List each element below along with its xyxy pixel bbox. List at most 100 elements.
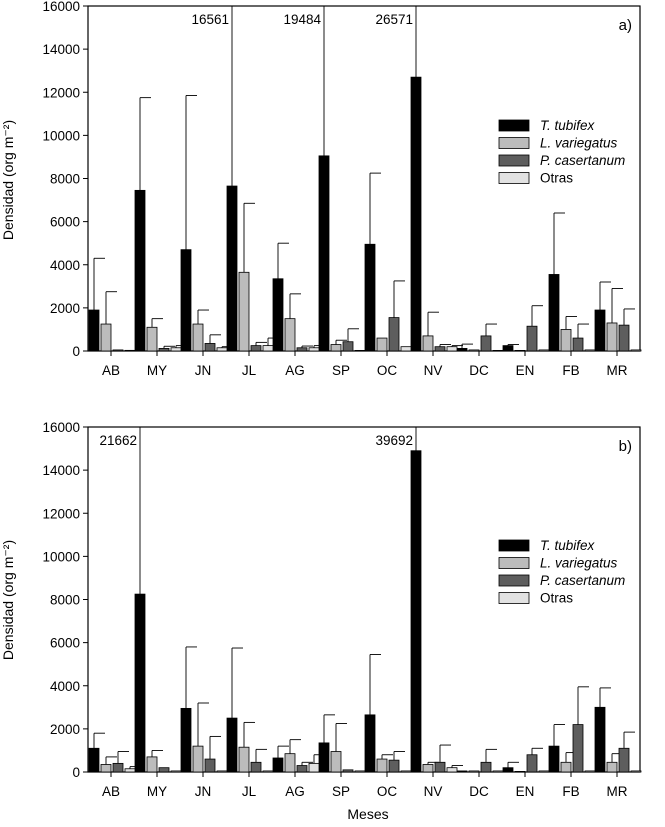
bar	[158, 348, 170, 352]
bar	[400, 770, 412, 773]
annotation-value: 19484	[283, 12, 321, 27]
bar	[250, 761, 262, 773]
y-axis-label: Densidad (org m⁻²)	[0, 120, 16, 240]
bar	[284, 753, 296, 773]
bar	[330, 751, 342, 773]
bar	[618, 324, 630, 352]
annotation-value: 21662	[99, 433, 137, 448]
bar	[572, 724, 584, 773]
bar	[330, 344, 342, 352]
bar	[456, 348, 468, 352]
bar	[388, 759, 400, 773]
bar	[514, 771, 526, 773]
bar	[226, 185, 238, 352]
bar	[594, 309, 606, 352]
bar	[618, 747, 630, 773]
bar	[468, 349, 480, 352]
bar	[354, 770, 366, 773]
x-tick-label: SP	[332, 363, 350, 378]
bar	[170, 770, 182, 773]
x-tick-label: EN	[516, 363, 535, 378]
legend-label: T. tubifex	[540, 118, 596, 133]
bar	[492, 349, 504, 352]
bar	[560, 761, 572, 773]
bar	[468, 770, 480, 773]
x-tick-label: EN	[516, 784, 535, 799]
x-tick-label: MY	[147, 784, 167, 799]
bar	[100, 323, 112, 352]
bar	[422, 335, 434, 352]
legend-label: L. variegatus	[540, 556, 618, 571]
bar	[262, 770, 274, 773]
x-tick-label: MR	[607, 363, 628, 378]
bar	[354, 349, 366, 352]
bar	[502, 345, 514, 352]
legend-swatch	[498, 137, 530, 149]
bar	[100, 764, 112, 773]
legend-swatch	[498, 172, 530, 184]
bar	[308, 347, 320, 352]
y-tick-label: 10000	[42, 549, 80, 564]
bar	[180, 249, 192, 352]
bar	[538, 349, 550, 352]
bar	[606, 761, 618, 773]
bar	[124, 768, 136, 773]
y-axis-label: Densidad (org m⁻²)	[0, 540, 16, 660]
bar	[572, 337, 584, 352]
chart-panel-b: 0 2000 4000 6000 8000 10000 12000 14000 16000 AB M…	[0, 420, 642, 822]
chart-panel-a: 0 2000 4000 6000 8000 10000 12000 14000 16000 AB M…	[0, 0, 642, 378]
x-tick-label: FB	[562, 784, 579, 799]
x-tick-label: MR	[607, 784, 628, 799]
x-tick-label: NV	[424, 784, 443, 799]
bar	[502, 767, 514, 773]
bar	[606, 322, 618, 352]
legend-label: Otras	[540, 591, 573, 606]
bar	[630, 349, 642, 352]
bar	[216, 347, 228, 352]
y-tick-label: 6000	[50, 215, 80, 230]
bar	[548, 274, 560, 352]
bar	[272, 757, 284, 773]
legend-label: L. variegatus	[540, 136, 618, 151]
y-tick-label: 0	[72, 344, 80, 359]
y-tick-label: 12000	[42, 85, 80, 100]
bar	[548, 745, 560, 773]
x-tick-label: DC	[469, 363, 489, 378]
legend: T. tubifex L. variegatus P. casertanum Otra…	[498, 118, 625, 186]
y-tick-label: 4000	[50, 679, 80, 694]
x-tick-label: DC	[469, 784, 489, 799]
bar	[410, 450, 422, 773]
y-tick-label: 14000	[42, 42, 80, 57]
bar	[584, 770, 596, 773]
bar	[262, 345, 274, 352]
x-tick-label: JL	[242, 363, 257, 378]
bar	[204, 758, 216, 773]
bar	[88, 309, 100, 352]
bar	[158, 767, 170, 773]
bar	[134, 189, 146, 352]
bar	[112, 762, 124, 773]
bar	[204, 343, 216, 352]
bar	[88, 747, 100, 773]
x-tick-label: OC	[377, 363, 398, 378]
bar	[124, 349, 136, 352]
bar	[308, 762, 320, 773]
bar	[434, 346, 446, 352]
legend-label: T. tubifex	[540, 538, 596, 553]
x-tick-label: FB	[562, 363, 579, 378]
bar	[538, 770, 550, 773]
bar	[170, 347, 182, 352]
bar	[364, 243, 376, 352]
annotation-value: 16561	[191, 12, 229, 27]
x-tick-label: AB	[102, 363, 120, 378]
bar	[388, 317, 400, 352]
legend-swatch	[498, 154, 530, 167]
bar	[480, 335, 492, 352]
y-tick-label: 12000	[42, 506, 80, 521]
bar	[296, 347, 308, 352]
bar	[318, 742, 330, 773]
bar	[376, 337, 388, 352]
bar	[226, 717, 238, 773]
legend-swatch	[498, 592, 530, 604]
